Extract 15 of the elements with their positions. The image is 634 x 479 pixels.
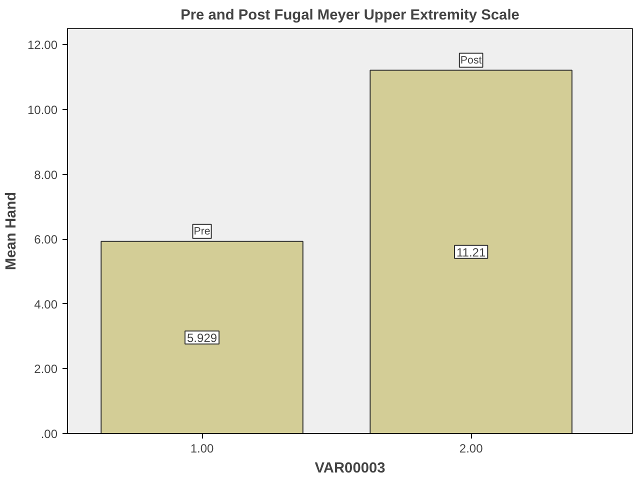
chart-title: Pre and Post Fugal Meyer Upper Extremity Scale — [180, 8, 520, 24]
x-tick-label: 1.00 — [190, 442, 214, 456]
annotation: Pre — [194, 225, 210, 238]
data-label: 5.929 — [187, 330, 218, 345]
x-axis-title: VAR00003 — [314, 460, 386, 476]
y-axis-title: Mean Hand — [3, 192, 20, 270]
y-tick-label: 8.00 — [34, 168, 58, 182]
y-tick-label: 10.00 — [27, 103, 58, 117]
y-tick-label: 2.00 — [34, 362, 58, 376]
y-tick-label: .00 — [40, 427, 58, 441]
data-label: 11.21 — [456, 245, 486, 260]
y-tick-label: 12.00 — [27, 38, 58, 52]
y-tick-label: 4.00 — [34, 297, 58, 312]
annotation: Post — [460, 54, 482, 66]
y-tick-label: 6.00 — [34, 232, 58, 247]
